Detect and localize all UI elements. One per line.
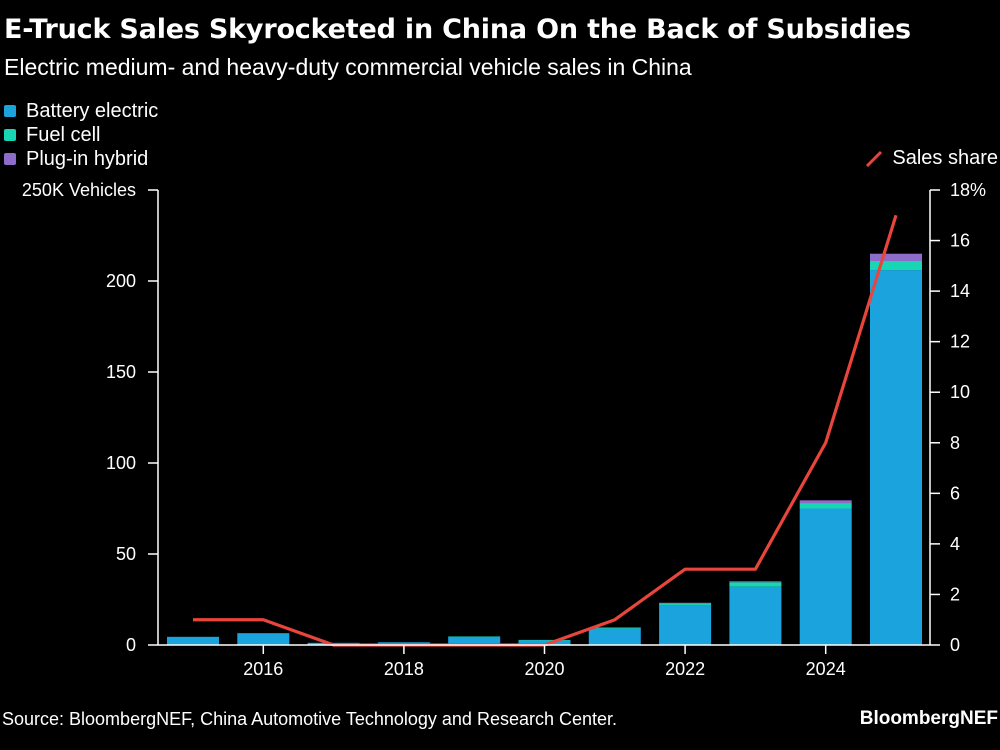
bar-battery-2016 (237, 633, 290, 645)
bar-fuel-2019 (448, 636, 501, 637)
bar-plugin-2022 (659, 602, 712, 604)
bar-battery-2015 (167, 636, 219, 645)
bar-battery-2023 (729, 586, 782, 645)
left-axis-label: 250K Vehicles (22, 180, 136, 200)
bar-battery-2019 (448, 636, 501, 645)
bar-battery-2020 (518, 640, 571, 645)
bars-layer (167, 253, 922, 645)
legend-item-fuel-cell: Fuel cell (4, 123, 158, 147)
bar-fuel-2020 (518, 639, 571, 641)
right-axis-ticklabel-12: 12 (950, 332, 970, 352)
right-axis-ticklabel-6: 6 (950, 483, 960, 503)
x-axis-ticklabel-2022: 2022 (665, 659, 705, 679)
right-axis-ticklabel-16: 16 (950, 231, 970, 251)
bar-plugin-2025 (870, 253, 922, 261)
legend-item-sales-share: Sales share (864, 147, 998, 170)
right-axis-ticklabel-10: 10 (950, 382, 970, 402)
bar-fuel-2022 (659, 603, 712, 605)
bar-battery-2021 (588, 628, 641, 645)
x-axis-ticklabel-2018: 2018 (384, 659, 424, 679)
right-axis-ticklabel-8: 8 (950, 433, 960, 453)
left-axis-ticklabel-0: 0 (126, 635, 136, 655)
x-axis-ticklabel-2016: 2016 (243, 659, 283, 679)
brand-logo: BloombergNEF (859, 708, 998, 729)
bar-plugin-2024 (799, 500, 852, 504)
legend-label-battery: Battery electric (26, 99, 159, 122)
legend-swatch-battery (4, 105, 16, 117)
chart-subtitle: Electric medium- and heavy-duty commerci… (4, 54, 692, 80)
left-axis-ticklabel-200: 200 (106, 271, 136, 291)
right-axis-label: 18% (950, 180, 986, 200)
sales-share-line (193, 214, 898, 647)
bar-battery-2024 (799, 508, 852, 645)
left-axis-ticklabel-50: 50 (116, 544, 136, 564)
right-axis-ticklabel-0: 0 (950, 635, 960, 655)
chart-title: E-Truck Sales Skyrocketed in China On th… (4, 14, 911, 45)
legend-item-plug-in-hybrid: Plug-in hybrid (4, 147, 158, 171)
legend-label-fuel-cell: Fuel cell (26, 123, 101, 146)
legend-label-sales-share: Sales share (892, 147, 998, 169)
left-axis-ticklabel-150: 150 (106, 362, 136, 382)
bar-battery-2025 (870, 270, 922, 645)
x-axis-ticklabel-2024: 2024 (806, 659, 846, 679)
bar-fuel-2023 (729, 582, 782, 587)
legend-swatch-fuel-cell (4, 129, 16, 141)
x-axis-ticklabel-2020: 2020 (524, 659, 564, 679)
legend-item-battery: Battery electric (4, 99, 158, 123)
bar-fuel-2025 (870, 260, 922, 271)
bar-battery-2022 (659, 604, 712, 645)
bar-plugin-2023 (729, 581, 782, 583)
right-axis-ticklabel-14: 14 (950, 281, 970, 301)
axes-layer: 250K Vehicles 0 50 100 150 200 18% 0 2 4 6 8 10 12 14 1… (22, 180, 986, 679)
legend-line-icon (866, 150, 883, 167)
sales-share-line-layer (193, 214, 898, 647)
bar-fuel-2021 (588, 627, 641, 629)
legend-swatch-plug-in-hybrid (4, 153, 16, 165)
right-axis-ticklabel-4: 4 (950, 534, 960, 554)
source-note: Source: BloombergNEF, China Automotive T… (2, 709, 618, 729)
bar-fuel-2024 (799, 503, 852, 509)
left-axis-ticklabel-100: 100 (106, 453, 136, 473)
right-axis-ticklabel-2: 2 (950, 584, 960, 604)
legend-label-plug-in-hybrid: Plug-in hybrid (26, 147, 149, 170)
legend: Battery electric Fuel cell Plug-in hybri… (4, 99, 158, 171)
